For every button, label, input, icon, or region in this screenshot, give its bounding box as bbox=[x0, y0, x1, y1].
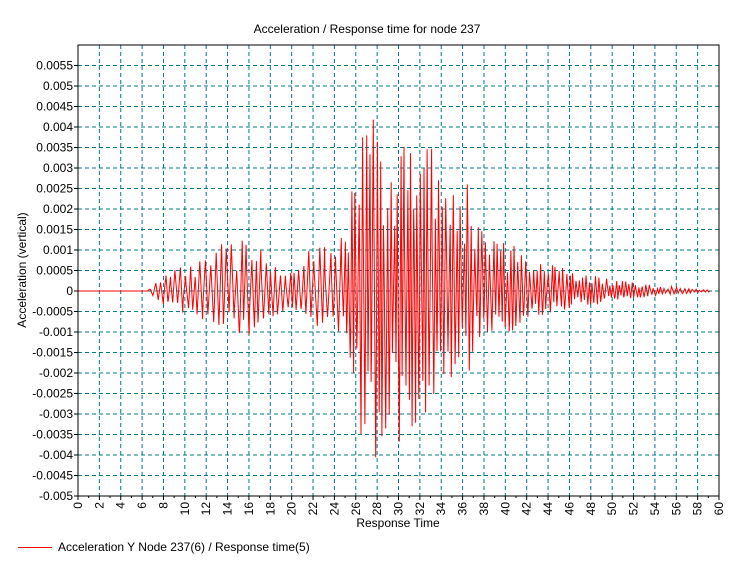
y-tick-label: 0.003 bbox=[43, 161, 73, 175]
x-tick-label: 58 bbox=[691, 502, 705, 516]
x-tick-label: 30 bbox=[392, 502, 406, 516]
x-tick-label: 46 bbox=[562, 502, 576, 516]
x-tick-label: 26 bbox=[349, 502, 363, 516]
y-tick-label: -0.0025 bbox=[32, 387, 73, 401]
y-axis-label: Acceleration (vertical) bbox=[15, 212, 29, 327]
x-tick-label: 54 bbox=[648, 502, 662, 516]
x-tick-label: 4 bbox=[114, 502, 128, 509]
legend: Acceleration Y Node 237(6) / Response ti… bbox=[18, 538, 310, 556]
x-tick-label: 10 bbox=[178, 502, 192, 516]
x-axis-label: Response Time bbox=[356, 516, 440, 530]
y-tick-label: 0.0035 bbox=[36, 141, 73, 155]
x-axis: 0 2 4 6 8 10 12 14 16 18 20 22 24 26 28 30 32 34 36 38 40 42 4… bbox=[71, 496, 726, 515]
series-line bbox=[78, 119, 711, 458]
x-tick-label: 22 bbox=[306, 502, 320, 516]
y-tick-label: 0.005 bbox=[43, 79, 73, 93]
y-tick-label: -0.0005 bbox=[32, 305, 73, 319]
x-tick-label: 60 bbox=[712, 502, 726, 516]
y-tick-label: 0.0015 bbox=[36, 223, 73, 237]
x-tick-label: 38 bbox=[477, 502, 491, 516]
y-tick-label: 0.002 bbox=[43, 202, 73, 216]
x-tick-label: 50 bbox=[605, 502, 619, 516]
chart-title: Acceleration / Response time for node 23… bbox=[254, 22, 481, 36]
x-tick-label: 14 bbox=[221, 502, 235, 516]
x-tick-label: 24 bbox=[327, 502, 341, 516]
y-tick-label: -0.005 bbox=[39, 489, 73, 503]
y-tick-label: -0.004 bbox=[39, 448, 73, 462]
x-tick-label: 16 bbox=[242, 502, 256, 516]
legend-swatch bbox=[18, 546, 52, 548]
y-tick-label: -0.0045 bbox=[32, 469, 73, 483]
y-tick-label: 0.0055 bbox=[36, 59, 73, 73]
y-tick-label: -0.002 bbox=[39, 366, 73, 380]
x-tick-label: 34 bbox=[434, 502, 448, 516]
x-tick-label: 18 bbox=[263, 502, 277, 516]
y-tick-label: -0.001 bbox=[39, 325, 73, 339]
x-tick-label: 42 bbox=[520, 502, 534, 516]
x-tick-label: 8 bbox=[156, 502, 170, 509]
y-tick-label: 0.0025 bbox=[36, 182, 73, 196]
y-tick-label: 0.0005 bbox=[36, 264, 73, 278]
x-tick-label: 12 bbox=[199, 502, 213, 516]
x-tick-label: 48 bbox=[584, 502, 598, 516]
x-tick-label: 2 bbox=[92, 502, 106, 509]
y-tick-label: 0.004 bbox=[43, 120, 73, 134]
y-tick-label: 0.001 bbox=[43, 243, 73, 257]
x-tick-label: 6 bbox=[135, 502, 149, 509]
x-tick-label: 44 bbox=[541, 502, 555, 516]
legend-label: Acceleration Y Node 237(6) / Response ti… bbox=[58, 540, 310, 554]
x-tick-label: 0 bbox=[71, 502, 85, 509]
x-tick-label: 28 bbox=[370, 502, 384, 516]
y-tick-label: 0 bbox=[66, 284, 73, 298]
x-tick-label: 52 bbox=[627, 502, 641, 516]
y-tick-label: -0.0015 bbox=[32, 346, 73, 360]
x-tick-label: 36 bbox=[456, 502, 470, 516]
y-tick-label: 0.0045 bbox=[36, 100, 73, 114]
x-tick-label: 20 bbox=[285, 502, 299, 516]
y-tick-label: -0.003 bbox=[39, 407, 73, 421]
x-tick-label: 56 bbox=[669, 502, 683, 516]
x-tick-label: 40 bbox=[498, 502, 512, 516]
x-tick-label: 32 bbox=[413, 502, 427, 516]
y-axis: 0.0055 0.005 0.0045 0.004 0.0035 0.003 0.0025 0… bbox=[32, 59, 78, 503]
y-tick-label: -0.0035 bbox=[32, 428, 73, 442]
